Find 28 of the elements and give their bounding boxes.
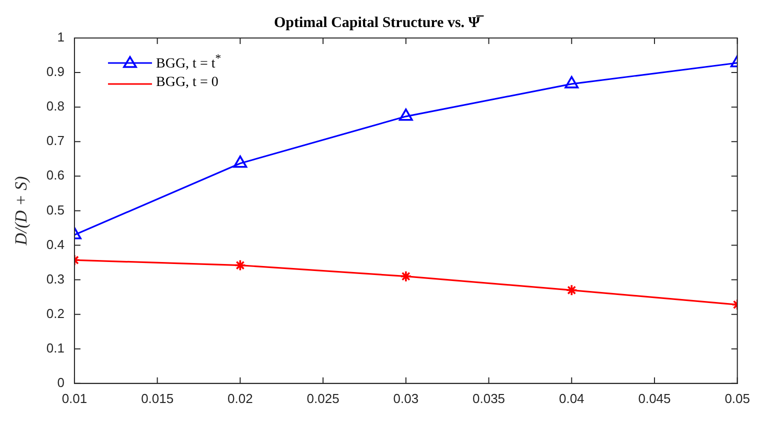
legend-label: BGG, t = 0: [156, 74, 218, 92]
point: [400, 270, 412, 282]
point: [398, 108, 413, 121]
x-tick-label: 0.015: [141, 390, 174, 406]
x-tick-label: 0.02: [228, 390, 253, 406]
x-tick-label: 0.035: [472, 390, 506, 406]
y-axis-title: D/(D + S): [12, 176, 31, 246]
y-tick-label: 0.2: [46, 306, 64, 321]
x-tick-label: 0.01: [62, 390, 88, 406]
point: [234, 259, 246, 272]
y-tick-label: 0.5: [46, 202, 64, 218]
chart-title: Optimal Capital Structure vs. Ψ̅: [274, 14, 484, 31]
x-tick-label: 0.05: [724, 390, 750, 406]
x-tick-label: 0.025: [306, 390, 340, 406]
y-tick-label: 0.7: [46, 133, 64, 148]
y-tick-label: 1: [57, 30, 64, 45]
y-tick-label: 0.9: [46, 64, 64, 80]
y-tick-label: 0.4: [46, 236, 64, 252]
x-tick-label: 0.03: [393, 390, 419, 406]
y-tick-label: 0: [57, 374, 64, 390]
x-tick-label: 0.04: [558, 390, 584, 406]
point: [233, 155, 248, 168]
x-tick-label: 0.045: [638, 390, 671, 406]
y-tick-label: 0.8: [46, 98, 64, 114]
y-tick-label: 0.3: [46, 271, 64, 286]
legend-label: BGG, t = t$^{*}$: [156, 51, 222, 74]
y-tick-label: 0.6: [46, 168, 64, 183]
y-tick-label: 0.1: [46, 340, 64, 356]
